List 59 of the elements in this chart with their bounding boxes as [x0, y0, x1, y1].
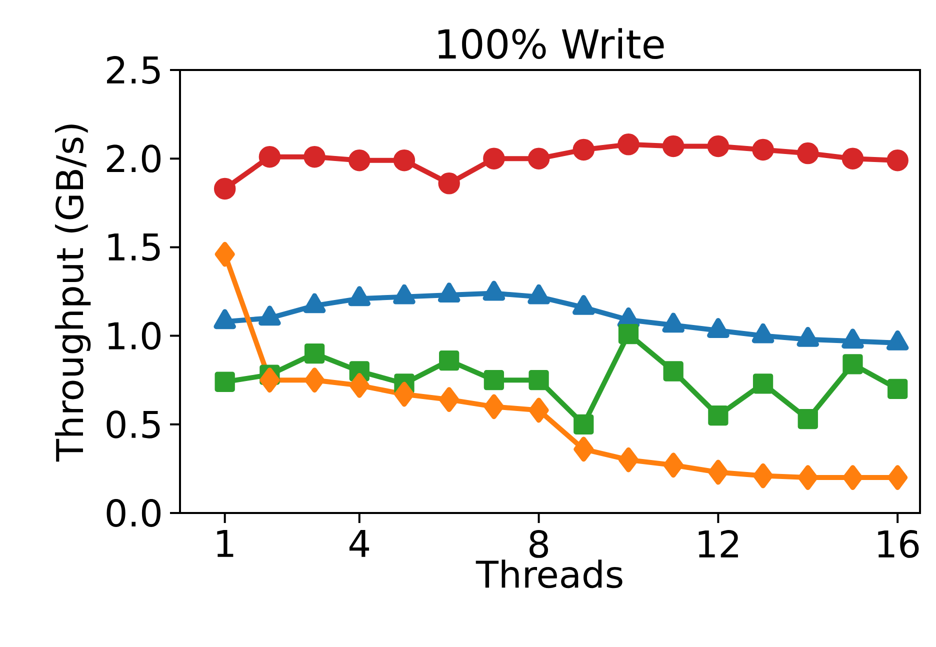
- point: [707, 135, 730, 158]
- point: [304, 368, 325, 393]
- x-tick-label: 4: [349, 530, 370, 557]
- point: [528, 398, 549, 423]
- point: [349, 372, 370, 398]
- point: [394, 382, 414, 407]
- y-tick-label: 1.5: [108, 233, 160, 261]
- point: [574, 414, 594, 434]
- x-axis-title: Threads: [476, 560, 622, 588]
- y-tick-label: 1.0: [108, 322, 161, 350]
- point: [842, 465, 863, 490]
- y-tick-label: 0.5: [106, 410, 160, 438]
- point: [753, 463, 774, 488]
- y-tick-label: 2.0: [107, 144, 161, 173]
- point: [797, 142, 819, 164]
- point: [752, 374, 774, 394]
- y-axis-title: Throughput (GB/s): [54, 124, 91, 462]
- point: [258, 146, 281, 168]
- chart-title: 100% Write: [438, 28, 664, 59]
- point: [842, 354, 863, 374]
- point: [798, 409, 818, 430]
- point: [439, 387, 460, 412]
- point: [528, 148, 550, 170]
- point: [618, 447, 638, 472]
- point: [484, 370, 504, 390]
- point: [484, 394, 504, 420]
- point: [214, 242, 235, 267]
- point: [574, 436, 594, 462]
- y-tick-label: 2.5: [107, 56, 160, 84]
- point: [798, 465, 818, 490]
- point: [888, 378, 908, 400]
- point: [214, 178, 236, 200]
- point: [348, 150, 370, 172]
- point: [618, 324, 639, 344]
- point: [708, 460, 728, 485]
- point: [214, 372, 235, 392]
- point: [483, 148, 505, 170]
- x-tick-label: 12: [698, 530, 738, 558]
- x-tick-label: 1: [217, 530, 234, 557]
- point: [438, 172, 460, 194]
- point: [663, 452, 684, 478]
- point: [752, 138, 774, 161]
- x-tick-label: 8: [530, 530, 548, 558]
- point: [528, 370, 549, 390]
- point: [439, 350, 460, 371]
- point: [260, 368, 280, 393]
- point: [618, 134, 640, 156]
- x-tick-label: 16: [878, 530, 919, 558]
- point: [304, 343, 325, 364]
- point: [888, 465, 908, 490]
- point: [572, 138, 595, 161]
- point: [842, 148, 864, 170]
- point: [662, 135, 684, 158]
- y-tick-label: 0.0: [106, 499, 161, 527]
- point: [393, 150, 416, 172]
- point: [304, 146, 326, 168]
- point: [663, 361, 684, 382]
- point: [708, 405, 728, 426]
- point: [886, 150, 908, 172]
